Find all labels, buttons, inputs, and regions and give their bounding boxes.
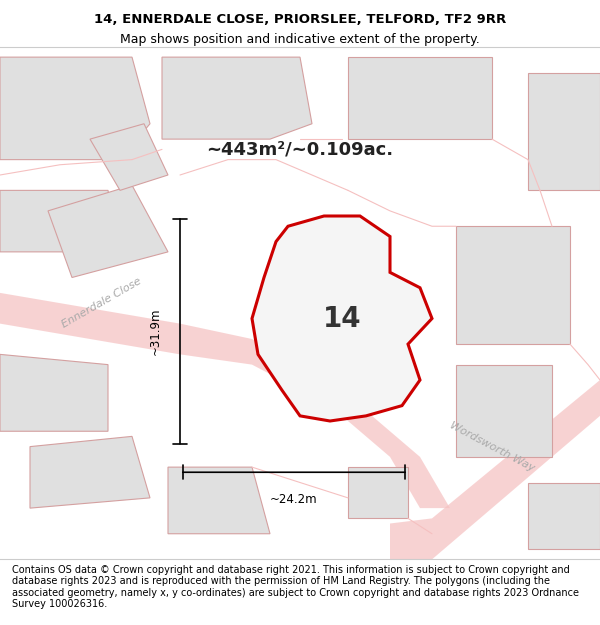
Text: 14: 14 <box>323 305 362 332</box>
Text: ~31.9m: ~31.9m <box>149 308 162 355</box>
Text: 14, ENNERDALE CLOSE, PRIORSLEE, TELFORD, TF2 9RR: 14, ENNERDALE CLOSE, PRIORSLEE, TELFORD,… <box>94 13 506 26</box>
Text: Ennerdale Close: Ennerdale Close <box>61 276 143 330</box>
Polygon shape <box>0 293 450 508</box>
Text: ~443m²/~0.109ac.: ~443m²/~0.109ac. <box>206 141 394 158</box>
Polygon shape <box>0 191 120 252</box>
Polygon shape <box>90 124 168 191</box>
Text: Wordsworth Way: Wordsworth Way <box>448 420 536 473</box>
Text: ~24.2m: ~24.2m <box>270 492 318 506</box>
Polygon shape <box>30 436 150 508</box>
Polygon shape <box>48 185 168 278</box>
Polygon shape <box>456 364 552 457</box>
Polygon shape <box>0 354 108 431</box>
Polygon shape <box>162 57 312 139</box>
Polygon shape <box>348 57 492 139</box>
Polygon shape <box>0 57 150 159</box>
Polygon shape <box>528 482 600 549</box>
Polygon shape <box>528 72 600 191</box>
Text: Map shows position and indicative extent of the property.: Map shows position and indicative extent… <box>120 32 480 46</box>
Polygon shape <box>348 467 408 518</box>
Polygon shape <box>456 226 570 344</box>
Text: Contains OS data © Crown copyright and database right 2021. This information is : Contains OS data © Crown copyright and d… <box>12 564 579 609</box>
Polygon shape <box>390 380 600 559</box>
Polygon shape <box>252 216 432 421</box>
Polygon shape <box>168 467 270 534</box>
